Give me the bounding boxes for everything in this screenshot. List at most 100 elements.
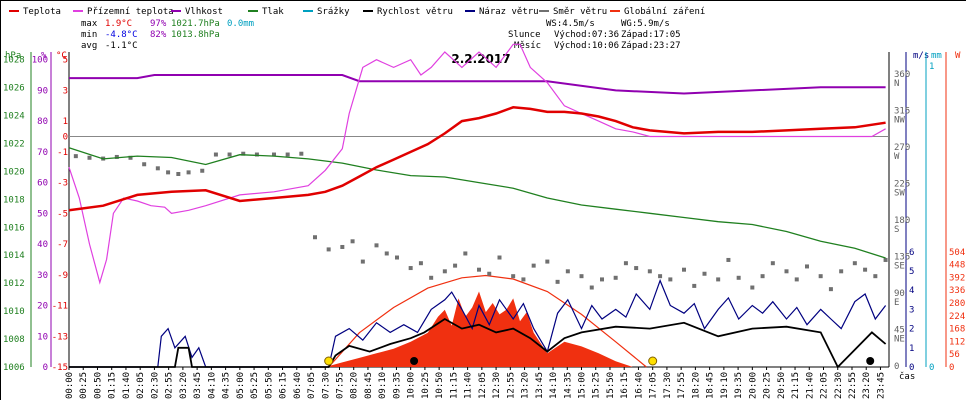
wind-direction-point — [750, 285, 755, 290]
temp-tick: -5 — [57, 209, 68, 219]
winddir-tick-dir: S — [894, 225, 899, 235]
time-tick-label: 09:35 — [392, 372, 402, 399]
wind-direction-point — [579, 274, 584, 279]
temp-tick: -1 — [57, 148, 68, 158]
time-tick-label: 07:05 — [307, 372, 317, 399]
wind-direction-point — [326, 247, 331, 252]
wind-direction-point — [565, 269, 570, 274]
time-axis-unit: čas — [899, 371, 915, 382]
time-tick-label: 03:20 — [179, 372, 189, 399]
wind-direction-point — [623, 261, 628, 266]
solar-tick: 168 — [949, 325, 965, 335]
legend-label: Náraz větru — [479, 7, 539, 17]
wind-direction-point — [600, 277, 604, 282]
time-tick-label: 18:20 — [691, 372, 701, 399]
winddir-tick: 135 — [894, 253, 910, 263]
sun-label: Slunce — [508, 30, 541, 40]
ground-temperature-line — [68, 43, 886, 285]
pressure-tick: 1016 — [3, 223, 25, 233]
stat-rain: 0.0mm — [227, 19, 254, 29]
time-tick-label: 05:00 — [236, 372, 246, 399]
wind-direction-point — [726, 257, 731, 262]
temp-tick: 3 — [63, 86, 68, 96]
wind-direction-point — [453, 263, 458, 268]
time-tick-label: 12:55 — [506, 372, 516, 399]
legend-label: Vlhkost — [185, 7, 223, 17]
wind-direction-point — [142, 162, 147, 167]
wind-direction-point — [555, 279, 560, 284]
time-tick-label: 05:25 — [250, 372, 260, 399]
wind-direction-point — [716, 277, 721, 282]
time-tick-label: 10:00 — [407, 372, 417, 399]
temp-tick: -9 — [57, 271, 68, 281]
stat-min-pressure: 1013.8hPa — [171, 30, 220, 40]
time-tick-label: 02:05 — [136, 372, 146, 399]
sun-rise: Východ:07:36 — [554, 30, 619, 40]
solar-radiation-area — [325, 291, 633, 367]
winddir-tick-dir: E — [894, 298, 899, 308]
solar-tick: 280 — [949, 299, 965, 309]
pressure-tick: 1006 — [3, 363, 25, 373]
wind-direction-point — [272, 152, 276, 157]
solar-tick: 0 — [949, 363, 954, 373]
wind-direction-point — [497, 255, 502, 260]
time-tick-label: 02:55 — [165, 372, 175, 399]
wind-direction-point — [285, 152, 290, 157]
time-tick-label: 00:25 — [79, 372, 89, 399]
winddir-tick-dir: N — [894, 79, 899, 89]
wind-direction-point — [114, 154, 119, 159]
winddir-tick: 270 — [894, 143, 910, 153]
wind-direction-point — [299, 151, 304, 156]
sun-marker — [648, 356, 658, 366]
time-tick-label: 13:45 — [535, 372, 545, 399]
sun-marker — [324, 356, 334, 366]
wind-direction-point — [682, 267, 686, 272]
wind-gust-line — [69, 278, 887, 368]
pressure-tick: 1012 — [3, 279, 25, 289]
time-tick-label: 14:35 — [563, 372, 573, 399]
stat-label: avg — [81, 41, 97, 51]
wind-direction-point — [883, 257, 888, 262]
wind-tick: 2 — [909, 325, 914, 335]
wind-direction-point — [668, 277, 673, 282]
wind-direction-point — [166, 170, 171, 175]
wind-direction-point — [73, 154, 78, 159]
time-tick-label: 22:05 — [820, 372, 830, 399]
winddir-tick-dir: NW — [894, 116, 905, 126]
wind-direction-point — [487, 271, 492, 276]
wind-direction-point — [340, 244, 345, 249]
temp-tick: -3 — [57, 179, 68, 189]
wind-direction-point — [241, 151, 246, 156]
wind-direction-point — [374, 243, 379, 248]
stat-wind-gust: WG:5.9m/s — [621, 19, 670, 29]
humidity-tick: 0 — [43, 363, 48, 373]
wind-direction-point — [227, 152, 232, 157]
pressure-tick: 1010 — [3, 307, 25, 317]
temp-tick: 0 — [63, 133, 68, 143]
time-tick-label: 15:00 — [578, 372, 588, 399]
legend-label: Srážky — [317, 7, 350, 17]
legend-label: Směr větru — [553, 7, 607, 17]
wind-direction-point — [852, 261, 857, 266]
time-tick-label: 10:50 — [435, 372, 445, 399]
wind-direction-point — [128, 155, 133, 160]
time-tick-label: 18:45 — [706, 372, 716, 399]
temp-tick: -11 — [52, 302, 68, 312]
winddir-tick: 360 — [894, 70, 910, 80]
legend-label: Rychlost větru — [377, 7, 453, 17]
wind-direction-point — [511, 274, 516, 279]
humidity-tick: 100 — [32, 56, 48, 66]
stat-max-temp: 1.9°C — [105, 19, 132, 29]
wind-tick: 6 — [909, 248, 914, 258]
time-tick-label: 07:55 — [335, 372, 345, 399]
time-tick-label: 19:10 — [720, 372, 730, 399]
wind-direction-point — [254, 152, 259, 157]
time-tick-label: 15:50 — [606, 372, 616, 399]
chart-title: 2.2.2017 — [451, 52, 510, 66]
wind-direction-point — [418, 261, 423, 266]
time-tick-label: 19:35 — [734, 372, 744, 399]
pressure-tick: 1020 — [3, 167, 25, 177]
humidity-tick: 40 — [37, 240, 48, 250]
time-tick-label: 01:15 — [108, 372, 118, 399]
time-tick-label: 06:40 — [293, 372, 303, 399]
